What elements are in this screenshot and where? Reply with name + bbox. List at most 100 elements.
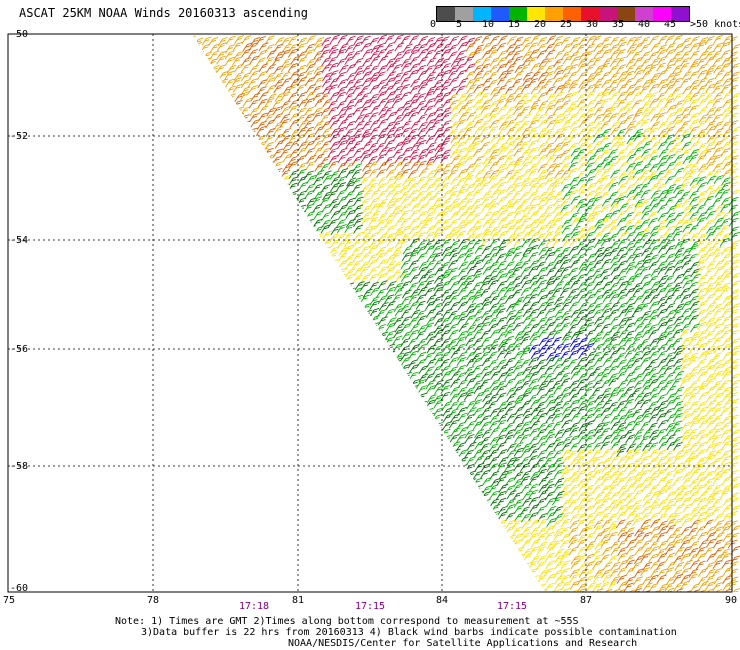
wind-barb	[225, 176, 236, 186]
wind-barb	[591, 83, 602, 93]
wind-barb	[225, 230, 236, 240]
wind-barb	[290, 78, 300, 88]
wind-barb	[202, 447, 213, 457]
wind-barb	[417, 43, 428, 53]
wind-barb	[615, 48, 626, 58]
legend-label: 0	[430, 19, 437, 30]
wind-barb	[410, 491, 420, 501]
wind-barb	[192, 161, 194, 171]
wind-barb	[265, 343, 276, 353]
wind-barb	[368, 76, 379, 86]
wind-barb	[410, 462, 421, 472]
wind-barb	[202, 161, 213, 171]
wind-barb	[208, 197, 219, 207]
wind-barb	[480, 421, 491, 431]
wind-barb	[215, 245, 226, 255]
wind-barb	[698, 114, 709, 124]
wind-barb	[568, 113, 579, 123]
wind-barb	[666, 104, 677, 114]
wind-barb	[512, 55, 523, 65]
wind-barb	[568, 323, 579, 333]
wind-barb	[224, 196, 235, 206]
wind-barb	[450, 210, 461, 220]
wind-barb	[217, 105, 228, 115]
wind-barb	[401, 331, 412, 341]
wind-barb	[321, 469, 332, 479]
wind-barb	[680, 463, 691, 473]
wind-barb	[487, 275, 498, 285]
wind-barb	[290, 331, 301, 341]
wind-barb	[576, 253, 587, 263]
wind-barb	[489, 329, 500, 339]
wind-barb	[202, 384, 213, 394]
wind-barb	[448, 408, 459, 418]
wind-barb	[233, 435, 244, 445]
wind-barb	[703, 519, 714, 529]
wind-barb	[266, 330, 277, 340]
wind-barb	[345, 287, 356, 297]
wind-barb	[306, 275, 316, 285]
wind-barb	[488, 198, 499, 208]
wind-barb	[354, 365, 364, 375]
wind-barb	[706, 125, 717, 135]
wind-barb	[568, 534, 579, 544]
wind-barb	[328, 511, 339, 521]
wind-barbs-layer	[192, 34, 740, 592]
wind-barb	[609, 91, 620, 101]
wind-barb	[320, 246, 331, 256]
wind-barb	[215, 275, 226, 285]
wind-barb	[674, 370, 685, 380]
wind-barb	[335, 378, 346, 388]
wind-barb	[208, 245, 219, 255]
wind-barb	[360, 92, 371, 102]
wind-barb	[505, 366, 516, 376]
wind-barb	[385, 441, 396, 451]
wind-barb	[616, 98, 627, 108]
wind-barb	[698, 50, 709, 60]
wind-barb	[402, 245, 413, 255]
wind-barb	[442, 518, 453, 528]
wind-barb	[567, 83, 578, 93]
wind-barb	[409, 379, 420, 389]
wind-barb	[538, 380, 549, 390]
wind-barb	[578, 301, 589, 311]
wind-barb	[489, 107, 500, 117]
wind-barb	[322, 85, 333, 95]
wind-barb	[376, 513, 387, 523]
wind-barb	[321, 315, 332, 325]
wind-barb	[321, 57, 332, 67]
wind-barb	[233, 247, 244, 257]
wind-barb	[537, 91, 548, 101]
wind-barb	[425, 470, 436, 480]
wind-barb	[719, 237, 730, 247]
wind-barb	[536, 132, 547, 142]
wind-barb	[314, 379, 325, 389]
wind-barb	[368, 359, 379, 369]
wind-barb	[402, 421, 413, 431]
wind-barb	[490, 91, 501, 101]
wind-barb	[225, 532, 236, 542]
wind-barb	[232, 273, 243, 283]
wind-barb	[657, 385, 668, 395]
wind-barb	[729, 189, 740, 199]
wind-barb	[480, 104, 491, 114]
wind-barb	[201, 534, 212, 544]
wind-barb	[328, 48, 339, 58]
wind-barb	[192, 273, 195, 283]
wind-barb	[208, 315, 219, 325]
wind-barb	[400, 139, 411, 149]
wind-barb	[241, 428, 252, 438]
legend-swatch	[581, 7, 599, 21]
wind-barb	[322, 414, 332, 424]
wind-barb	[498, 70, 509, 80]
wind-barb	[426, 195, 437, 205]
wind-barb	[337, 442, 348, 452]
wind-barb	[296, 426, 307, 436]
wind-barb	[441, 107, 452, 117]
wind-barb	[433, 92, 444, 102]
wind-barb	[256, 272, 267, 282]
wind-barb	[305, 132, 315, 142]
wind-barb	[410, 161, 421, 171]
wind-barb	[418, 503, 429, 513]
wind-barb	[297, 56, 307, 66]
